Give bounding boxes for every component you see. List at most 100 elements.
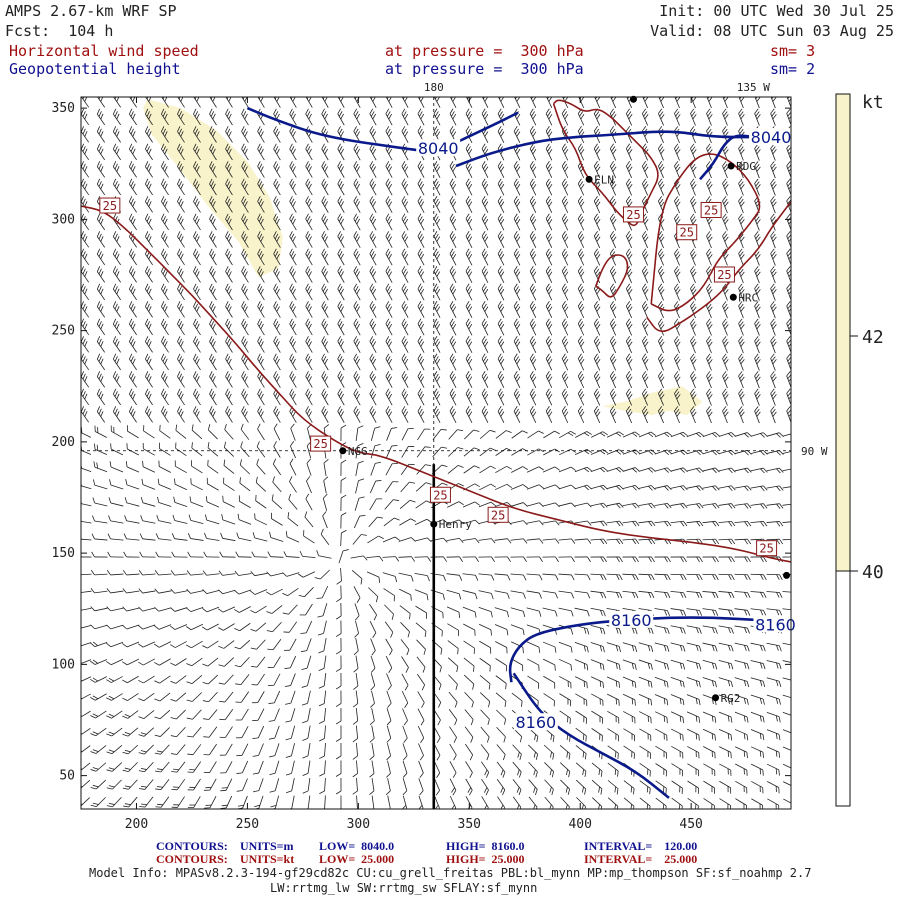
wind-barb xyxy=(283,621,298,633)
wind-barb xyxy=(225,406,233,423)
wind-barb xyxy=(170,641,187,648)
wind-barb xyxy=(145,388,153,406)
wind-barb xyxy=(336,567,342,585)
wind-barb xyxy=(321,318,329,336)
wind-barb xyxy=(417,371,425,388)
wind-barb xyxy=(481,301,489,318)
wind-barb xyxy=(690,283,697,301)
wind-barb xyxy=(654,467,672,473)
wind-barb xyxy=(143,425,155,439)
wind-barb xyxy=(561,108,569,126)
wind-barb xyxy=(129,283,137,301)
wind-barb xyxy=(401,143,409,161)
wind-barb xyxy=(300,638,312,653)
wind-barb xyxy=(140,496,156,507)
wind-barb xyxy=(734,729,749,741)
height-contour xyxy=(246,106,519,153)
wind-barb xyxy=(703,780,715,794)
wind-barb xyxy=(301,655,312,671)
wind-barb xyxy=(750,694,765,705)
wind-barb xyxy=(558,502,576,508)
wind-barb xyxy=(686,694,701,706)
wind-barb xyxy=(609,371,617,389)
wind-barb xyxy=(783,798,791,806)
station-marker: ELN xyxy=(585,173,614,186)
x-tick-label: 350 xyxy=(458,817,481,832)
wind-barb xyxy=(177,161,185,178)
wind-barb xyxy=(202,589,220,594)
wind-barb xyxy=(138,675,155,684)
wind-barb xyxy=(606,520,624,527)
wind-barb xyxy=(81,388,90,406)
wind-barb xyxy=(718,694,733,705)
wind-barb xyxy=(81,97,90,108)
wind-barb xyxy=(122,762,138,772)
wind-barb xyxy=(513,213,521,231)
wind-barb xyxy=(321,143,329,161)
wind-barb xyxy=(267,639,282,651)
wind-barb xyxy=(670,642,686,652)
wind-barb xyxy=(590,624,606,635)
wind-barb xyxy=(353,388,361,406)
wind-barb xyxy=(352,777,358,795)
wind-barb xyxy=(252,532,268,542)
wind-barb xyxy=(545,231,553,249)
wind-barb xyxy=(463,674,475,690)
wind-barb xyxy=(305,493,313,511)
wind-barb xyxy=(385,97,393,108)
wind-barb xyxy=(129,388,137,406)
wind-barb xyxy=(754,231,761,249)
wind-barb xyxy=(321,213,329,231)
wind-barb xyxy=(353,283,361,301)
wind-barb xyxy=(542,484,560,490)
wind-barb xyxy=(321,336,329,353)
wind-barb xyxy=(241,283,249,301)
wind-barb xyxy=(706,406,713,424)
wind-barb xyxy=(386,725,392,743)
wind-contour-label: 25 xyxy=(700,201,722,218)
wind-barb xyxy=(782,467,791,472)
wind-barb xyxy=(625,388,633,406)
wind-barb xyxy=(234,639,251,650)
wind-barb xyxy=(385,196,393,213)
wind-barb xyxy=(90,624,108,630)
wind-barb xyxy=(638,590,655,599)
wind-barb xyxy=(674,126,681,144)
wind-barb xyxy=(96,301,106,318)
wind-barb xyxy=(386,427,398,441)
wind-barb xyxy=(718,573,735,581)
wind-barb xyxy=(353,336,361,353)
wind-barb xyxy=(481,266,489,283)
wind-barb xyxy=(129,248,137,266)
wind-barb xyxy=(654,502,672,509)
wind-barb xyxy=(268,708,280,722)
wind-barb xyxy=(273,283,281,301)
wind-barb xyxy=(90,710,107,719)
wind-barb xyxy=(690,388,697,406)
wind-barb xyxy=(430,573,447,582)
wind-barb xyxy=(224,423,234,440)
wind-barb xyxy=(690,301,697,319)
wind-barb xyxy=(577,301,585,319)
wind-barb xyxy=(238,495,251,509)
wind-barb xyxy=(289,108,297,126)
wind-barb xyxy=(145,231,153,248)
wind-barb xyxy=(529,178,537,196)
wind-barb xyxy=(289,301,297,318)
wind-barb xyxy=(734,608,751,616)
wind-barb xyxy=(353,406,361,423)
wind-barb xyxy=(623,728,635,742)
wind-barb xyxy=(225,353,233,371)
wind-barb xyxy=(189,496,204,508)
wind-barb xyxy=(252,760,264,775)
wind-barb xyxy=(674,353,681,371)
wind-barb xyxy=(112,336,122,353)
wind-barb xyxy=(642,336,649,354)
wind-barb xyxy=(220,778,233,792)
wind-barb xyxy=(337,108,345,126)
wind-barb xyxy=(529,371,537,389)
wind-barb xyxy=(590,676,604,689)
wind-barb xyxy=(734,660,750,670)
wind-barb xyxy=(447,623,460,637)
wind-barb xyxy=(658,97,665,109)
